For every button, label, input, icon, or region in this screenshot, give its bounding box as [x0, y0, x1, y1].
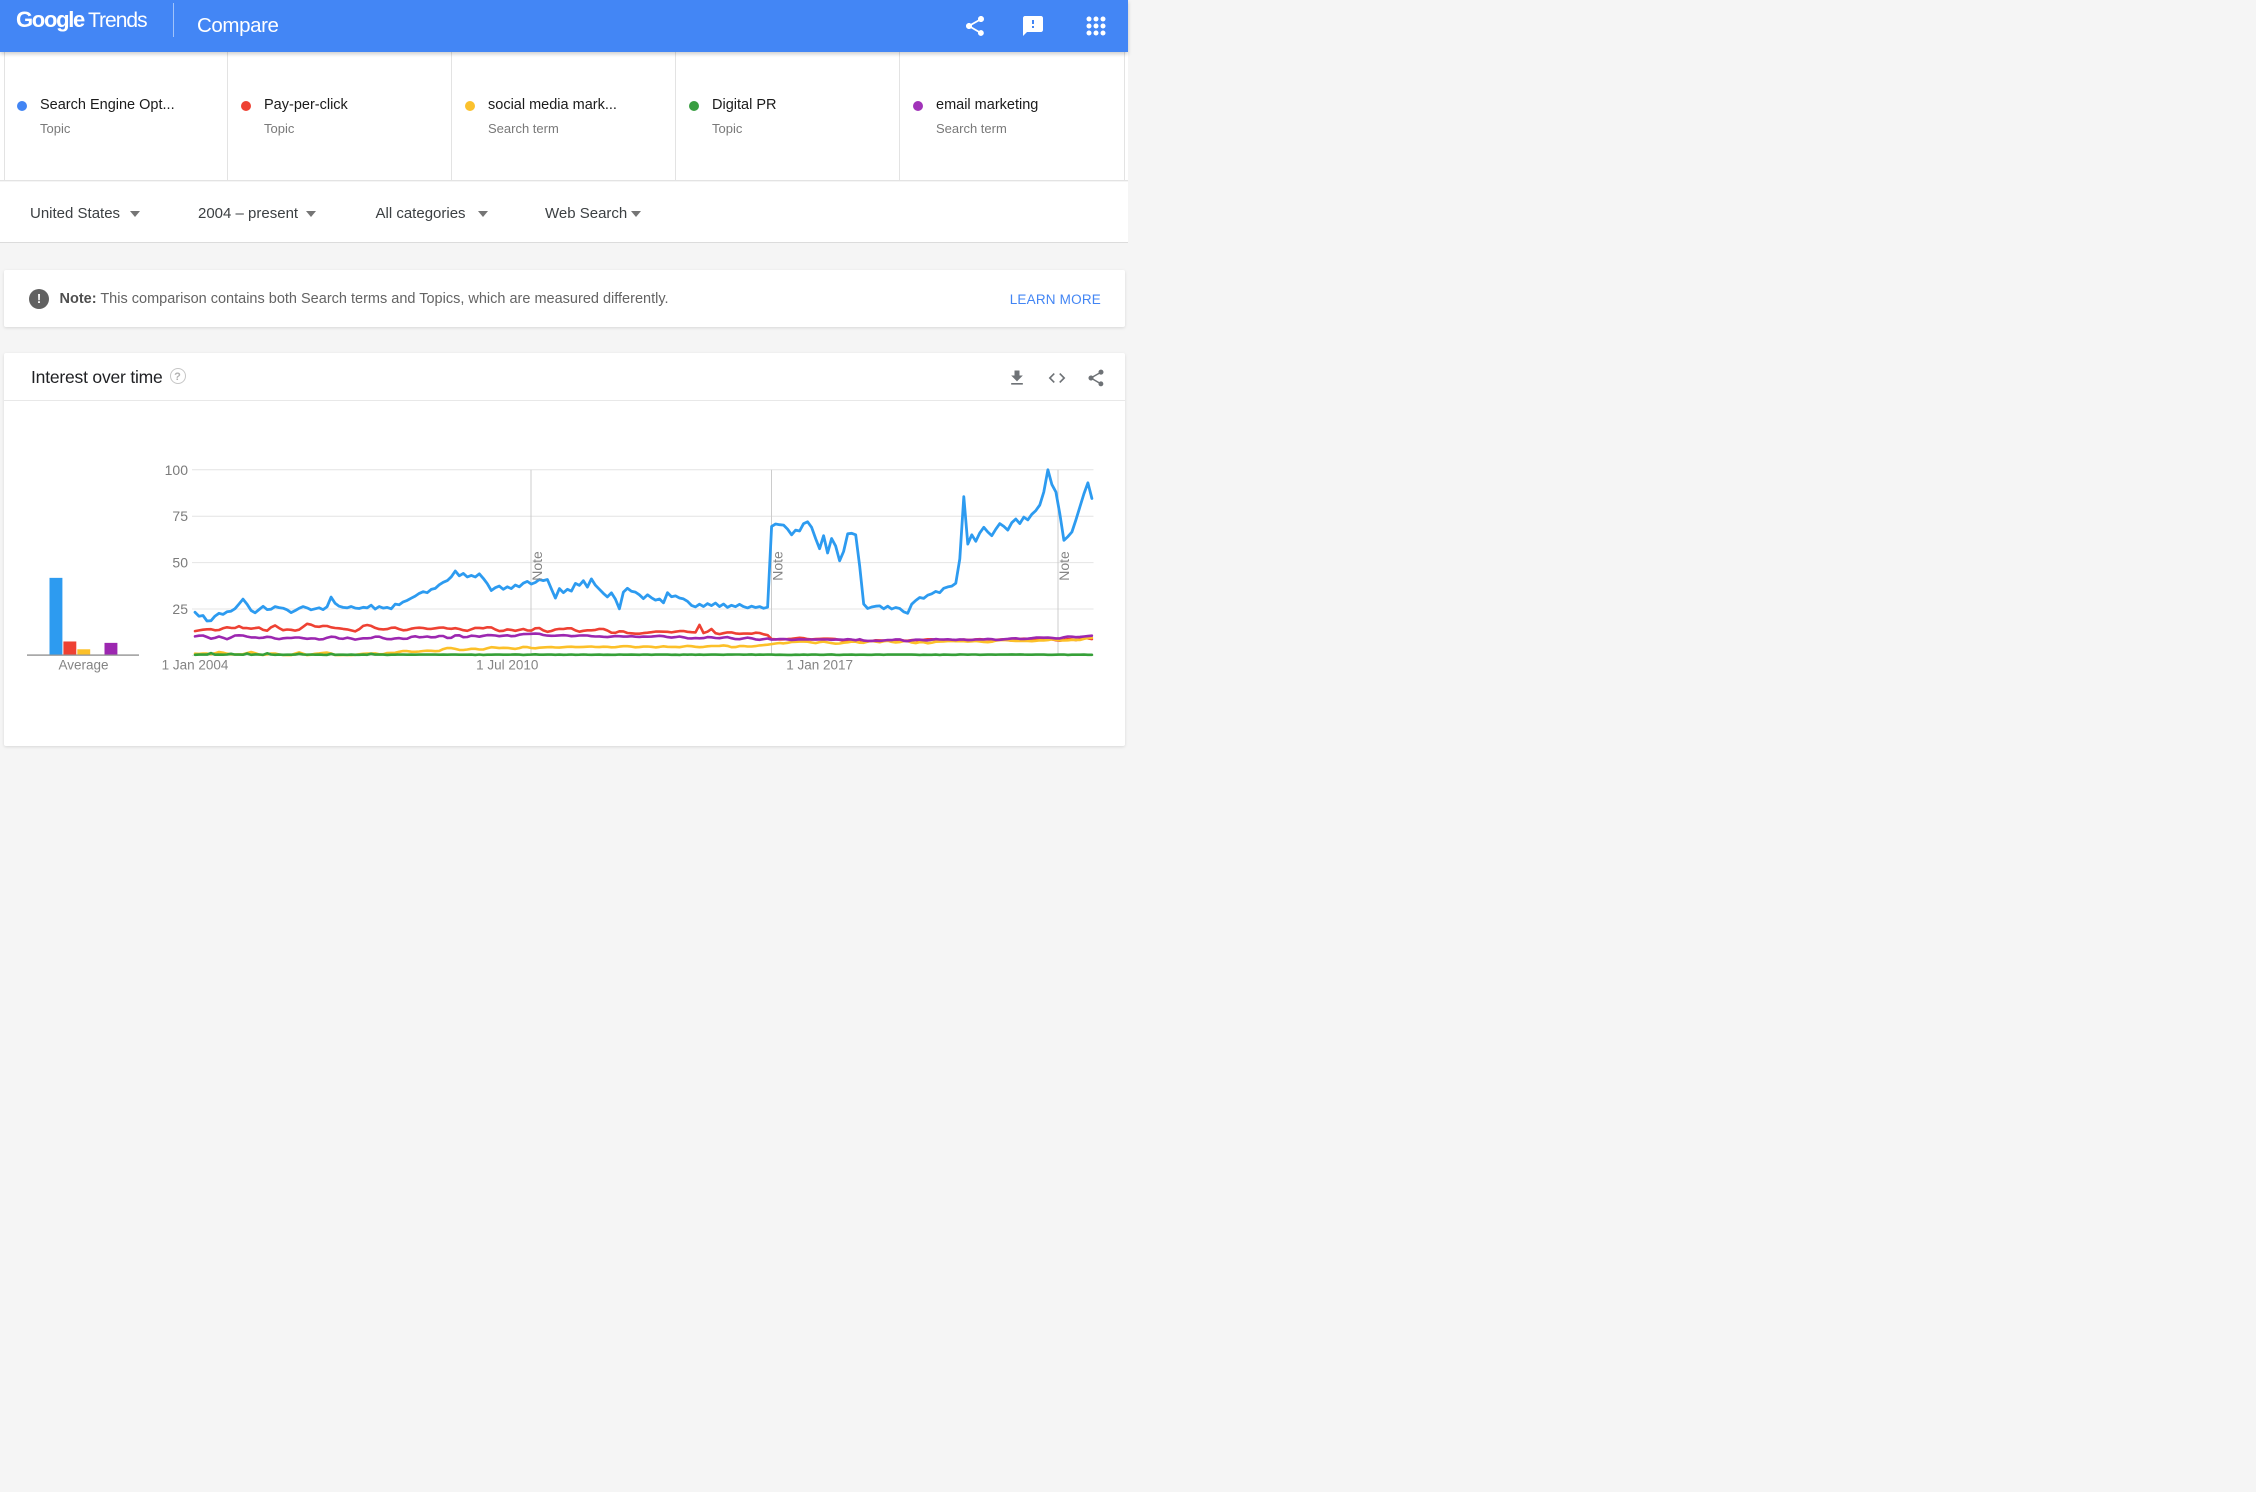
svg-text:Note: Note — [529, 551, 545, 581]
svg-text:Note: Note — [1056, 551, 1072, 581]
svg-text:25: 25 — [172, 601, 188, 617]
svg-text:1 Jan 2017: 1 Jan 2017 — [786, 658, 853, 673]
svg-text:50: 50 — [172, 555, 188, 571]
svg-text:Average: Average — [58, 658, 108, 673]
svg-text:100: 100 — [165, 462, 189, 478]
svg-text:Note: Note — [770, 551, 786, 581]
svg-text:1 Jan 2004: 1 Jan 2004 — [162, 658, 229, 673]
svg-text:1 Jul 2010: 1 Jul 2010 — [476, 658, 538, 673]
svg-text:75: 75 — [172, 508, 188, 524]
